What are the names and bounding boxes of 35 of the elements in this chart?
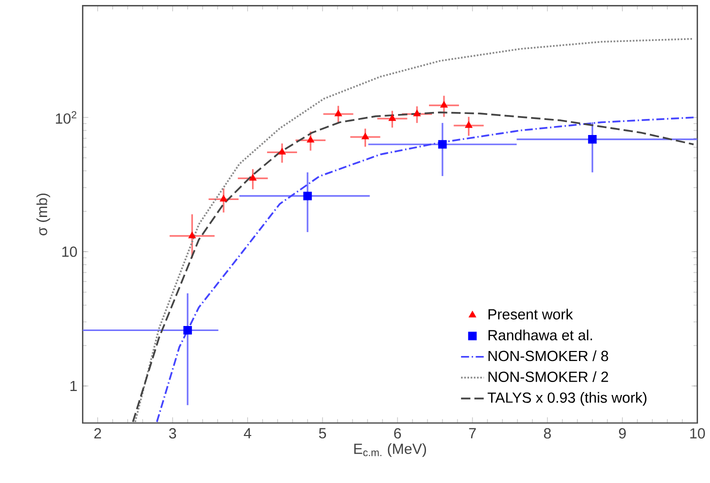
point bbox=[362, 132, 369, 140]
point bbox=[464, 121, 472, 128]
x-tick-label: 4 bbox=[244, 428, 252, 438]
legend-label: NON-SMOKER / 2 bbox=[488, 371, 608, 382]
legend-label: Randhawa et al. bbox=[488, 330, 592, 340]
point bbox=[183, 326, 192, 335]
legend-label: Present work bbox=[488, 308, 573, 320]
point bbox=[188, 232, 196, 238]
point bbox=[413, 110, 421, 116]
point bbox=[303, 192, 312, 200]
x-tick-label: 10 bbox=[690, 428, 705, 439]
point bbox=[588, 135, 597, 144]
x-tick-label: 2 bbox=[94, 428, 102, 438]
line-series bbox=[134, 38, 694, 423]
point bbox=[278, 148, 286, 155]
y-tick-label: 10$^{2}$ bbox=[56, 111, 76, 124]
x-tick-label: 8 bbox=[544, 428, 551, 439]
point bbox=[220, 194, 228, 202]
y-tick-label: 1 bbox=[70, 380, 77, 392]
point bbox=[440, 101, 448, 108]
legend-label: TALYS x 0.93 (this work) bbox=[488, 392, 646, 406]
x-tick-label: 7 bbox=[469, 428, 476, 438]
legend-label: NON-SMOKER / 8 bbox=[488, 350, 608, 362]
point bbox=[438, 140, 447, 149]
x-tick-label: 6 bbox=[394, 428, 401, 439]
y-tick-label: 10 bbox=[62, 246, 77, 257]
point bbox=[388, 114, 396, 121]
x-tick-label: 9 bbox=[618, 428, 626, 439]
x-tick-label: 5 bbox=[319, 428, 326, 438]
y-axis-title: σ (mb) bbox=[36, 194, 50, 236]
point bbox=[306, 136, 314, 143]
point bbox=[249, 174, 257, 181]
x-tick-label: 3 bbox=[169, 428, 176, 439]
point bbox=[334, 110, 342, 116]
x-axis-title: E$_{c.m.}$ (MeV) bbox=[354, 443, 426, 457]
